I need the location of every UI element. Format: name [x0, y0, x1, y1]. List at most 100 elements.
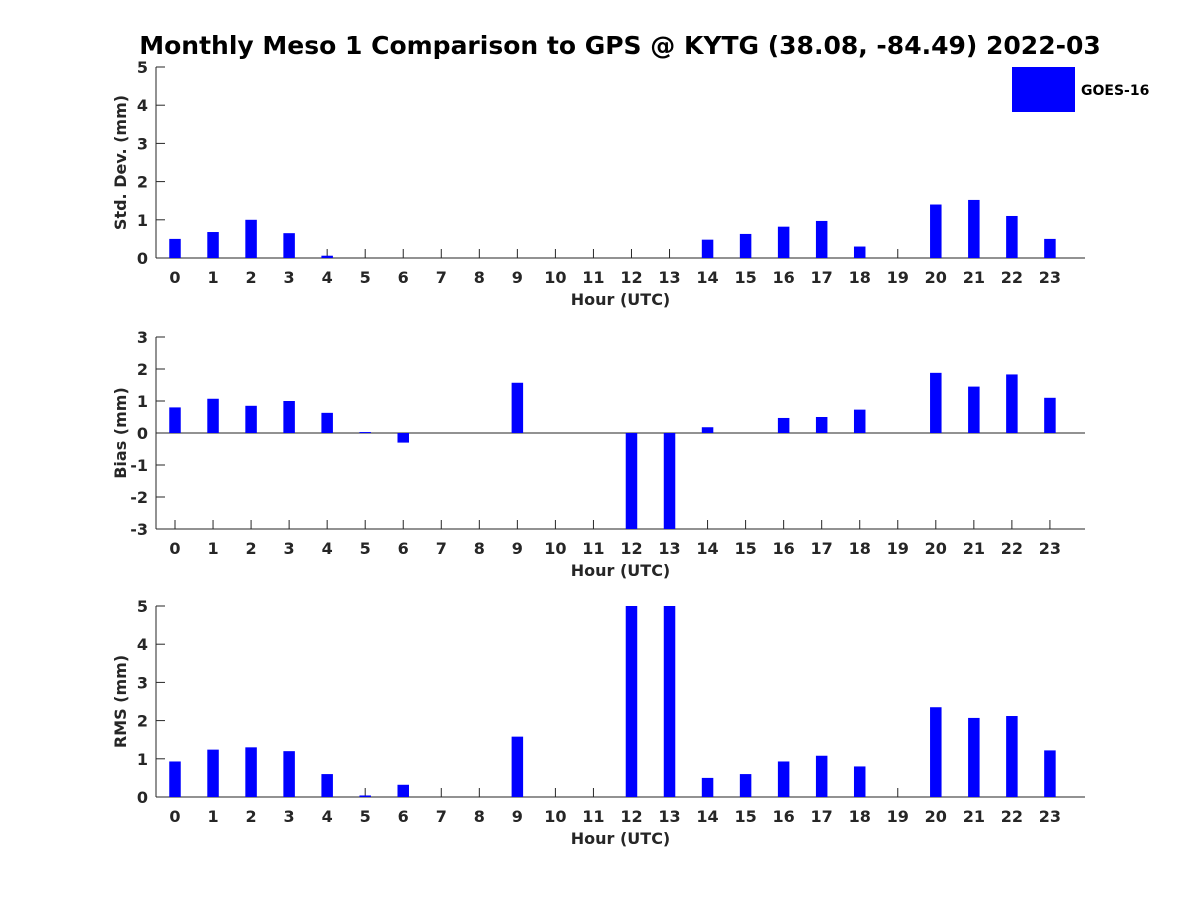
x-tick-label: 17: [811, 807, 833, 826]
bar-hour-14: [701, 239, 714, 258]
x-tick-label: 6: [398, 268, 409, 287]
bar-hour-0: [169, 761, 181, 797]
bar-hour-17: [815, 417, 828, 433]
y-tick-label: 4: [137, 96, 148, 115]
x-tick-label: 0: [169, 539, 180, 558]
x-tick-label: 8: [474, 539, 485, 558]
bar-hour-16: [777, 226, 790, 258]
bar-hour-21: [968, 199, 980, 258]
bar-hour-14: [701, 427, 714, 433]
bar-hour-22: [1006, 374, 1018, 433]
bar-hour-2: [245, 747, 257, 797]
x-tick-label: 10: [544, 268, 566, 287]
x-tick-label: 21: [963, 807, 985, 826]
y-tick-label: -1: [130, 456, 148, 475]
bar-hour-12: [625, 433, 638, 529]
bar-hour-9: [511, 382, 524, 433]
x-tick-label: 4: [322, 268, 333, 287]
bar-hour-18: [853, 766, 866, 797]
x-tick-label: 21: [963, 539, 985, 558]
y-tick-label: 4: [137, 635, 148, 654]
x-tick-label: 4: [322, 807, 333, 826]
bar-hour-0: [169, 407, 181, 433]
x-tick-label: 2: [246, 807, 257, 826]
bar-hour-3: [283, 751, 295, 797]
bar-hour-15: [739, 774, 752, 797]
x-tick-label: 7: [436, 807, 447, 826]
bar-hour-13: [663, 433, 676, 529]
x-tick-label: 17: [811, 268, 833, 287]
x-tick-label: 7: [436, 539, 447, 558]
x-tick-label: 6: [398, 539, 409, 558]
x-tick-label: 0: [169, 807, 180, 826]
y-tick-label: 3: [137, 134, 148, 153]
y-tick-label: -2: [130, 488, 148, 507]
bar-hour-4: [321, 255, 333, 258]
x-tick-label: 13: [658, 807, 680, 826]
bar-hour-12: [625, 606, 638, 797]
bar-hour-2: [245, 405, 257, 433]
y-tick-label: 1: [137, 750, 148, 769]
x-tick-label: 7: [436, 268, 447, 287]
bar-hour-4: [321, 774, 333, 797]
x-tick-label: 2: [246, 268, 257, 287]
x-tick-label: 1: [207, 539, 218, 558]
y-tick-label: 2: [137, 360, 148, 379]
x-tick-label: 15: [734, 807, 756, 826]
bar-hour-6: [397, 433, 409, 443]
y-tick-label: 3: [137, 328, 148, 347]
bar-hour-16: [777, 761, 790, 797]
bar-hour-22: [1006, 215, 1018, 258]
y-axis-label: RMS (mm): [111, 655, 130, 748]
x-tick-label: 4: [322, 539, 333, 558]
x-tick-label: 18: [849, 268, 871, 287]
x-tick-label: 5: [360, 539, 371, 558]
x-tick-label: 20: [925, 539, 947, 558]
x-tick-label: 19: [887, 268, 909, 287]
y-tick-label: 3: [137, 673, 148, 692]
y-tick-label: 0: [137, 424, 148, 443]
x-tick-label: 10: [544, 539, 566, 558]
legend-label: GOES-16: [1081, 83, 1149, 99]
bar-hour-20: [930, 372, 942, 433]
bar-hour-23: [1044, 238, 1056, 258]
x-tick-label: 15: [734, 268, 756, 287]
x-tick-label: 9: [512, 539, 523, 558]
bar-hour-9: [511, 736, 524, 797]
bar-hour-21: [968, 386, 980, 433]
bar-hour-17: [815, 220, 828, 258]
bar-hour-15: [739, 233, 752, 258]
x-axis-label: Hour (UTC): [571, 290, 671, 309]
x-tick-label: 3: [284, 807, 295, 826]
x-tick-label: 18: [849, 539, 871, 558]
y-tick-label: 2: [137, 712, 148, 731]
y-axis-label: Bias (mm): [111, 387, 130, 479]
bar-hour-5: [359, 795, 371, 797]
bar-hour-3: [283, 233, 295, 258]
bar-hour-1: [207, 398, 219, 433]
bar-hour-23: [1044, 750, 1056, 797]
x-tick-label: 14: [696, 539, 718, 558]
x-tick-label: 1: [207, 268, 218, 287]
bar-hour-1: [207, 232, 219, 258]
y-tick-label: -3: [130, 520, 148, 539]
y-tick-label: 0: [137, 249, 148, 268]
x-tick-label: 20: [925, 268, 947, 287]
bar-hour-14: [701, 777, 714, 797]
bar-hour-23: [1044, 397, 1056, 433]
x-tick-label: 21: [963, 268, 985, 287]
x-axis-label: Hour (UTC): [571, 829, 671, 848]
x-tick-label: 12: [620, 268, 642, 287]
x-tick-label: 15: [734, 539, 756, 558]
x-tick-label: 1: [207, 807, 218, 826]
x-tick-label: 23: [1039, 268, 1061, 287]
x-tick-label: 16: [773, 539, 795, 558]
x-tick-label: 23: [1039, 807, 1061, 826]
x-tick-label: 6: [398, 807, 409, 826]
legend: GOES-16: [1012, 67, 1149, 112]
bar-hour-5: [359, 432, 371, 434]
